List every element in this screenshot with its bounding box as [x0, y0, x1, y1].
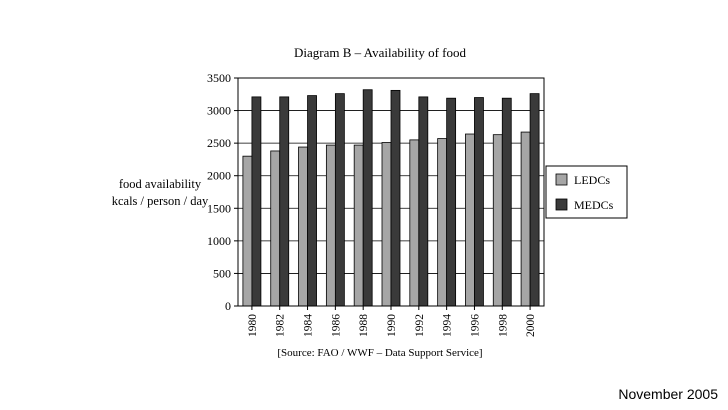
y-tick-label: 500	[213, 266, 231, 280]
footer-date: November 2005	[618, 386, 718, 402]
y-tick-label: 2000	[207, 169, 231, 183]
x-tick-label: 1988	[358, 314, 370, 337]
legend: LEDCs MEDCs	[545, 165, 628, 219]
x-tick-label: 1986	[330, 314, 342, 337]
y-tick-label: 3000	[207, 104, 231, 118]
bar-ledcs-1992	[409, 139, 420, 307]
x-tick-label: 1996	[469, 314, 481, 337]
bar-ledcs-1982	[270, 150, 281, 307]
x-tick-label: 2000	[525, 314, 537, 337]
legend-swatch-medcs	[555, 198, 568, 211]
y-tick-label: 2500	[207, 136, 231, 150]
y-axis-label-line1: food availability	[119, 177, 202, 191]
bar-medcs-1992	[418, 96, 429, 307]
bar-ledcs-1980	[242, 155, 253, 307]
bar-medcs-1982	[279, 96, 290, 307]
x-tick-label: 1990	[386, 314, 398, 337]
x-tick-label: 1992	[414, 314, 426, 337]
bar-ledcs-1994	[437, 138, 448, 307]
x-tick-label: 1998	[497, 314, 509, 337]
bar-medcs-1988	[362, 89, 373, 307]
y-tick-label: 1500	[207, 201, 231, 215]
bar-ledcs-1996	[465, 133, 475, 307]
legend-label-ledcs: LEDCs	[574, 173, 610, 187]
chart-title: Diagram B – Availability of food	[294, 45, 466, 60]
y-tick-label: 0	[225, 299, 231, 313]
x-tick-label: 1994	[442, 314, 454, 337]
bar-medcs-1986	[334, 93, 345, 307]
bar-medcs-1990	[390, 89, 401, 307]
y-ticks: 0 500 1000 1500 2000 2500 3000 3500	[207, 71, 238, 313]
bar-medcs-1980	[251, 96, 262, 307]
bar-ledcs-1986	[325, 144, 336, 307]
bar-medcs-1996	[474, 97, 484, 307]
x-tick-label: 1980	[247, 314, 259, 337]
bar-medcs-1984	[307, 95, 317, 307]
y-tick-label: 3500	[207, 71, 231, 85]
bar-ledcs-1984	[298, 146, 308, 307]
bar-ledcs-2000	[520, 131, 531, 307]
bar-medcs-2000	[529, 93, 540, 307]
bar-ledcs-1988	[353, 144, 364, 307]
x-tick-label: 1982	[275, 314, 287, 337]
legend-label-medcs: MEDCs	[574, 198, 614, 212]
bar-ledcs-1998	[492, 134, 503, 307]
bars	[242, 89, 540, 307]
y-axis-label-line2: kcals / person / day	[112, 194, 209, 208]
bar-medcs-1994	[446, 97, 457, 307]
x-ticks: 1980 1982 1984 1986 1988 1990 1992 1994 1996 1998…	[247, 306, 537, 337]
source-note: [Source: FAO / WWF – Data Support Servic…	[277, 347, 482, 359]
y-tick-label: 1000	[207, 234, 231, 248]
legend-swatch-ledcs	[555, 173, 568, 186]
x-tick-label: 1984	[303, 314, 315, 337]
bar-ledcs-1990	[381, 142, 392, 307]
bar-medcs-1998	[501, 97, 512, 307]
